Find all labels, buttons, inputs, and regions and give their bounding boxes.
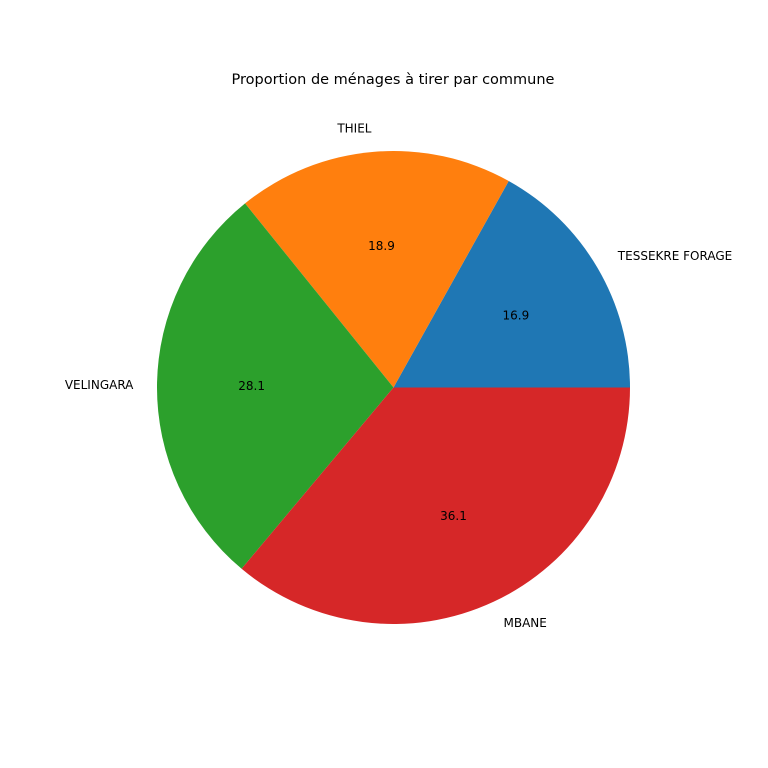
pie-slices	[156, 150, 631, 625]
pie-slice-thiel	[245, 150, 509, 388]
slice-label-thiel: THIEL	[336, 121, 371, 135]
slice-value-tessekre-forage: 16.9	[503, 309, 530, 323]
pie-slice-mbane	[241, 387, 631, 625]
chart-title: Proportion de ménages à tirer par commun…	[232, 72, 555, 88]
slice-label-velingara: VELINGARA	[65, 378, 134, 392]
pie-labels: TESSEKRE FORAGE 16.9 THIEL 18.9 VELINGARA 28.…	[65, 121, 732, 630]
slice-label-tessekre-forage: TESSEKRE FORAGE	[617, 249, 732, 263]
pie-slice-tessekre-forage	[393, 180, 630, 388]
slice-value-thiel: 18.9	[368, 239, 395, 253]
pie-slice-velingara	[156, 203, 394, 569]
slice-value-velingara: 28.1	[238, 379, 265, 393]
slice-value-mbane: 36.1	[440, 509, 467, 523]
slice-label-mbane: MBANE	[504, 616, 547, 630]
